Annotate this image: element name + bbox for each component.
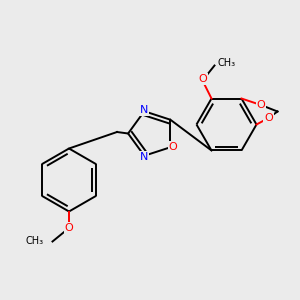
Text: O: O — [64, 223, 74, 233]
Text: O: O — [198, 74, 207, 84]
Text: O: O — [264, 113, 273, 123]
Text: O: O — [256, 100, 266, 110]
Text: N: N — [140, 105, 148, 115]
Text: N: N — [140, 152, 148, 162]
Text: O: O — [169, 142, 177, 152]
Text: CH₃: CH₃ — [26, 236, 44, 247]
Text: CH₃: CH₃ — [218, 58, 236, 68]
